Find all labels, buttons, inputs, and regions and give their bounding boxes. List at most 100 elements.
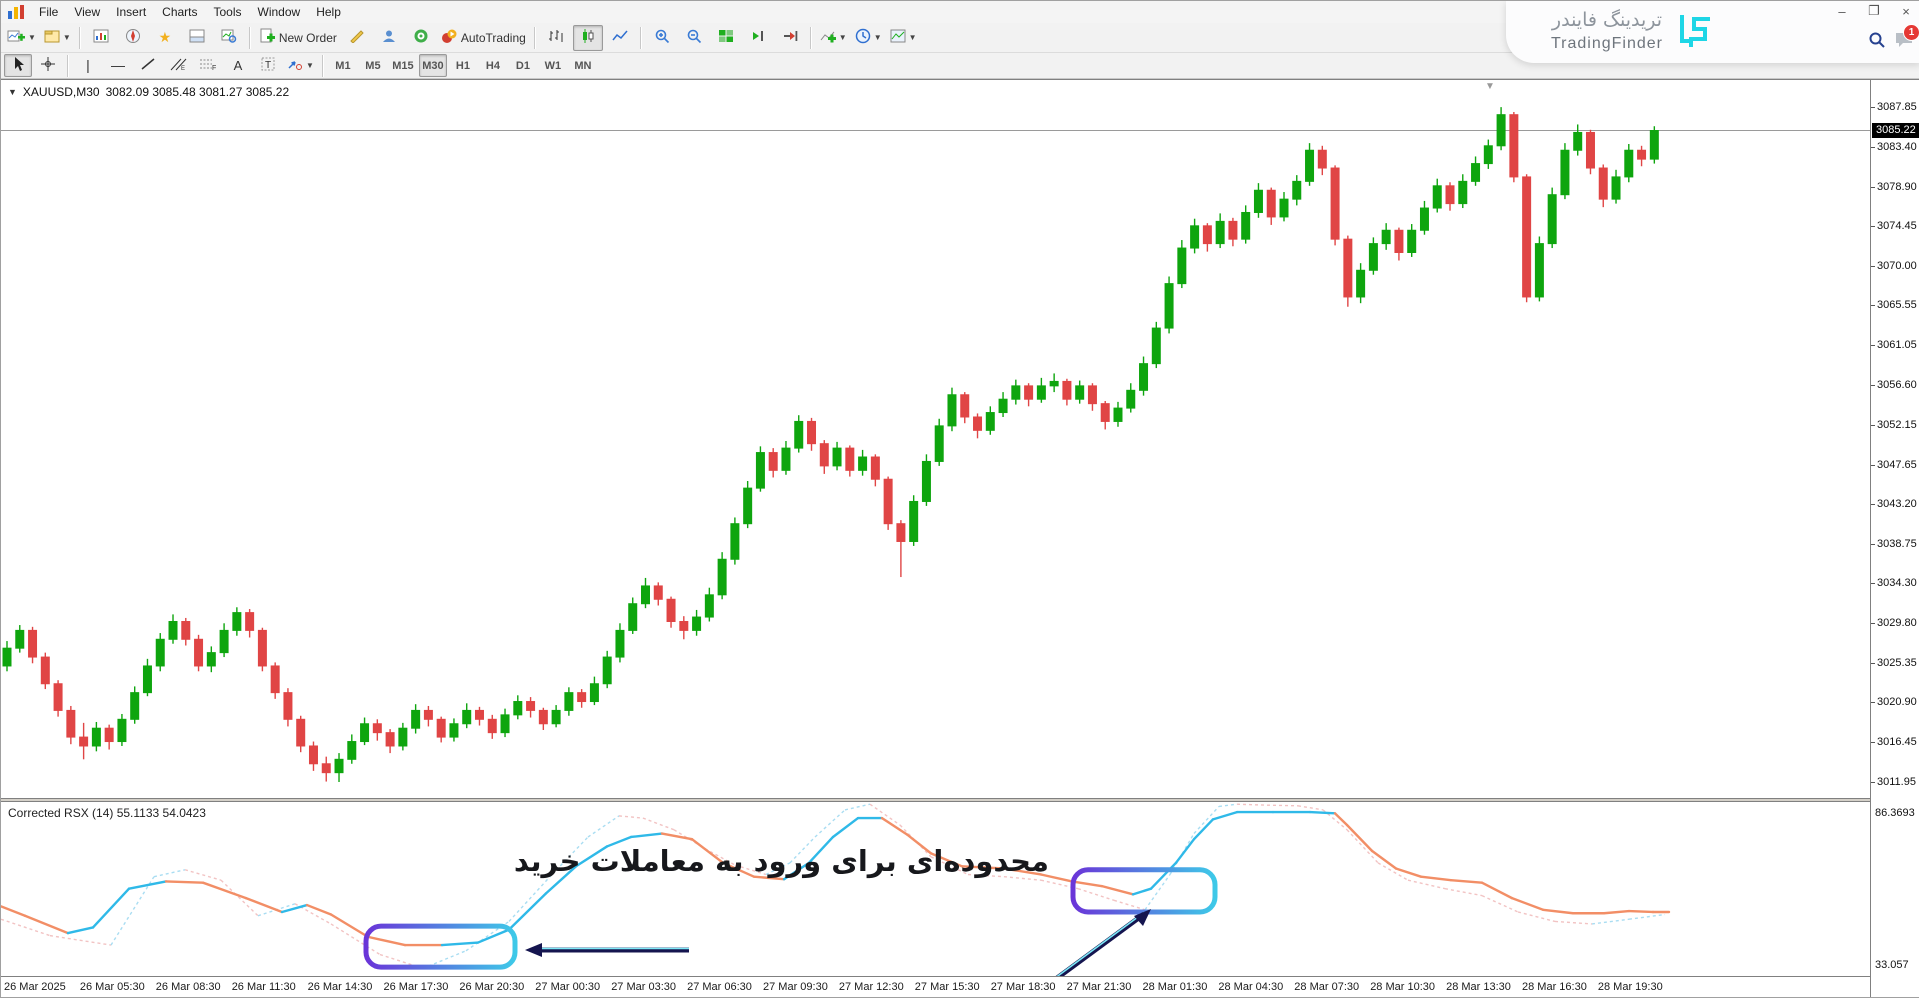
price-tick-label: 3016.45 bbox=[1871, 736, 1917, 748]
time-tick-label: 28 Mar 01:30 bbox=[1142, 981, 1208, 993]
chevron-down-icon[interactable]: ▼ bbox=[838, 33, 847, 42]
timeframe-m15-button[interactable]: M15 bbox=[392, 59, 414, 72]
terminal-button[interactable] bbox=[182, 25, 212, 51]
navigator-icon bbox=[125, 28, 141, 47]
crosshair-icon bbox=[40, 56, 56, 75]
strategy-tester-button[interactable] bbox=[214, 25, 244, 51]
templates-button[interactable]: ▼ bbox=[887, 25, 920, 51]
chart-plus-icon bbox=[7, 28, 25, 47]
mql5-community-button[interactable] bbox=[374, 25, 404, 51]
time-tick-label: 28 Mar 13:30 bbox=[1446, 981, 1511, 993]
time-tick-label: 28 Mar 19:30 bbox=[1597, 981, 1663, 993]
chevron-down-icon[interactable]: ▼ bbox=[873, 33, 882, 42]
equidistant-channel-button[interactable]: E bbox=[164, 54, 192, 77]
rsx-indicator-panel[interactable] bbox=[1, 802, 1870, 976]
zoom-out-button[interactable] bbox=[679, 25, 709, 51]
timeframe-h1-button[interactable]: H1 bbox=[455, 59, 470, 72]
toolbar-separator bbox=[67, 54, 69, 77]
profiles-button[interactable]: ▼ bbox=[41, 25, 74, 51]
timeframe-mn-button[interactable]: MN bbox=[574, 59, 592, 72]
new-order-button[interactable]: New Order bbox=[256, 25, 340, 51]
chart-shift-marker-icon[interactable]: ▼ bbox=[1485, 81, 1495, 92]
timeframe-h4-button[interactable]: H4 bbox=[485, 59, 500, 72]
one-click-trading-toggle-icon[interactable]: ▼ bbox=[8, 87, 17, 97]
tradingfinder-watermark-card: تریدینگ فایندر TradingFinder – ❐ × 1 bbox=[1506, 1, 1919, 63]
metaeditor-icon bbox=[349, 29, 365, 46]
star-icon: ★ bbox=[158, 29, 172, 45]
trendline-button[interactable] bbox=[134, 54, 162, 77]
price-tick-label: 3074.45 bbox=[1871, 220, 1917, 232]
news-button[interactable] bbox=[406, 25, 436, 51]
chart-symbol-period: XAUUSD,M30 bbox=[22, 85, 100, 99]
time-tick-label: 28 Mar 10:30 bbox=[1370, 981, 1436, 993]
metaeditor-button[interactable] bbox=[342, 25, 372, 51]
close-button[interactable]: × bbox=[1902, 3, 1910, 19]
vertical-line-button[interactable]: | bbox=[74, 54, 102, 77]
new-order-label: New Order bbox=[278, 30, 337, 45]
chevron-down-icon[interactable]: ▼ bbox=[306, 61, 314, 70]
cursor-button[interactable] bbox=[4, 54, 32, 77]
periods-button[interactable]: ▼ bbox=[852, 25, 885, 51]
time-tick-label: 26 Mar 17:30 bbox=[383, 981, 449, 993]
auto-scroll-button[interactable] bbox=[743, 25, 773, 51]
market-watch-button[interactable] bbox=[86, 25, 116, 51]
indicators-button[interactable]: ▼ bbox=[817, 25, 850, 51]
price-axis[interactable]: 3085.22 86.3693 33.057 3087.85 3083.40 307… bbox=[1870, 80, 1919, 997]
chevron-down-icon[interactable]: ▼ bbox=[62, 33, 71, 42]
arrows-button[interactable]: ▼ bbox=[284, 54, 317, 77]
horizontal-line-button[interactable]: — bbox=[104, 54, 132, 77]
panel-splitter[interactable] bbox=[1, 798, 1870, 802]
timeframe-d1-button[interactable]: D1 bbox=[515, 59, 530, 72]
candlestick-chart-button[interactable] bbox=[572, 24, 603, 51]
bar-chart-button[interactable] bbox=[541, 25, 571, 51]
svg-text:E: E bbox=[181, 66, 185, 71]
chart-shift-button[interactable] bbox=[775, 25, 805, 51]
menu-charts[interactable]: Charts bbox=[162, 5, 198, 19]
fibo-icon: F bbox=[199, 57, 217, 74]
cursor-icon bbox=[11, 56, 25, 75]
zoom-in-button[interactable] bbox=[647, 25, 677, 51]
menu-help[interactable]: Help bbox=[316, 5, 341, 19]
timeframe-m1-button[interactable]: M1 bbox=[335, 59, 351, 72]
line-chart-button[interactable] bbox=[605, 25, 635, 51]
price-tick-label: 3070.00 bbox=[1871, 260, 1917, 272]
mt4-app-icon bbox=[5, 3, 27, 21]
chevron-down-icon[interactable]: ▼ bbox=[28, 33, 36, 42]
history-center-button[interactable]: ★ bbox=[150, 25, 180, 51]
timeframe-m5-button[interactable]: M5 bbox=[365, 59, 381, 72]
zoom-out-icon bbox=[686, 28, 702, 47]
navigator-button[interactable] bbox=[118, 25, 148, 51]
candlestick-chart[interactable] bbox=[1, 80, 1870, 798]
autotrading-button[interactable]: AutoTrading bbox=[438, 25, 529, 51]
chat-icon[interactable]: 1 bbox=[1894, 24, 1919, 54]
profiles-icon bbox=[44, 29, 60, 46]
restore-button[interactable]: ❐ bbox=[1868, 3, 1880, 18]
chart-workspace: ▼ XAUUSD,M30 3082.09 3085.48 3081.27 308… bbox=[1, 79, 1919, 997]
search-icon[interactable] bbox=[1868, 31, 1886, 54]
text-button[interactable]: A bbox=[224, 54, 252, 77]
menu-file[interactable]: File bbox=[39, 5, 59, 19]
time-tick-label: 27 Mar 00:30 bbox=[535, 981, 601, 993]
toolbar-separator bbox=[248, 26, 251, 49]
chevron-down-icon[interactable]: ▼ bbox=[908, 33, 917, 42]
crosshair-button[interactable] bbox=[34, 54, 62, 77]
new-chart-button[interactable]: ▼ bbox=[4, 25, 39, 51]
timeframe-w1-button[interactable]: W1 bbox=[544, 59, 562, 72]
fibonacci-button[interactable]: F bbox=[194, 54, 222, 77]
periods-icon bbox=[855, 28, 871, 47]
menu-tools[interactable]: Tools bbox=[213, 5, 242, 19]
minimize-button[interactable]: – bbox=[1838, 3, 1846, 19]
time-tick-label: 27 Mar 12:30 bbox=[838, 981, 904, 993]
menu-window[interactable]: Window bbox=[257, 5, 301, 19]
toolbar-separator bbox=[809, 26, 812, 49]
time-axis[interactable]: 26 Mar 2025 26 Mar 05:30 26 Mar 08:30 26 Ma… bbox=[1, 976, 1870, 997]
menu-view[interactable]: View bbox=[74, 5, 101, 19]
menu-insert[interactable]: Insert bbox=[116, 5, 147, 19]
tile-windows-button[interactable] bbox=[711, 25, 741, 51]
shapes-icon bbox=[287, 57, 303, 74]
time-tick-label: 26 Mar 20:30 bbox=[459, 981, 525, 993]
indicator-scale-max: 86.3693 bbox=[1875, 807, 1915, 819]
timeframe-m30-button[interactable]: M30 bbox=[418, 54, 447, 77]
text-label-button[interactable]: T bbox=[254, 54, 282, 77]
price-tick-label: 3043.20 bbox=[1871, 498, 1917, 510]
